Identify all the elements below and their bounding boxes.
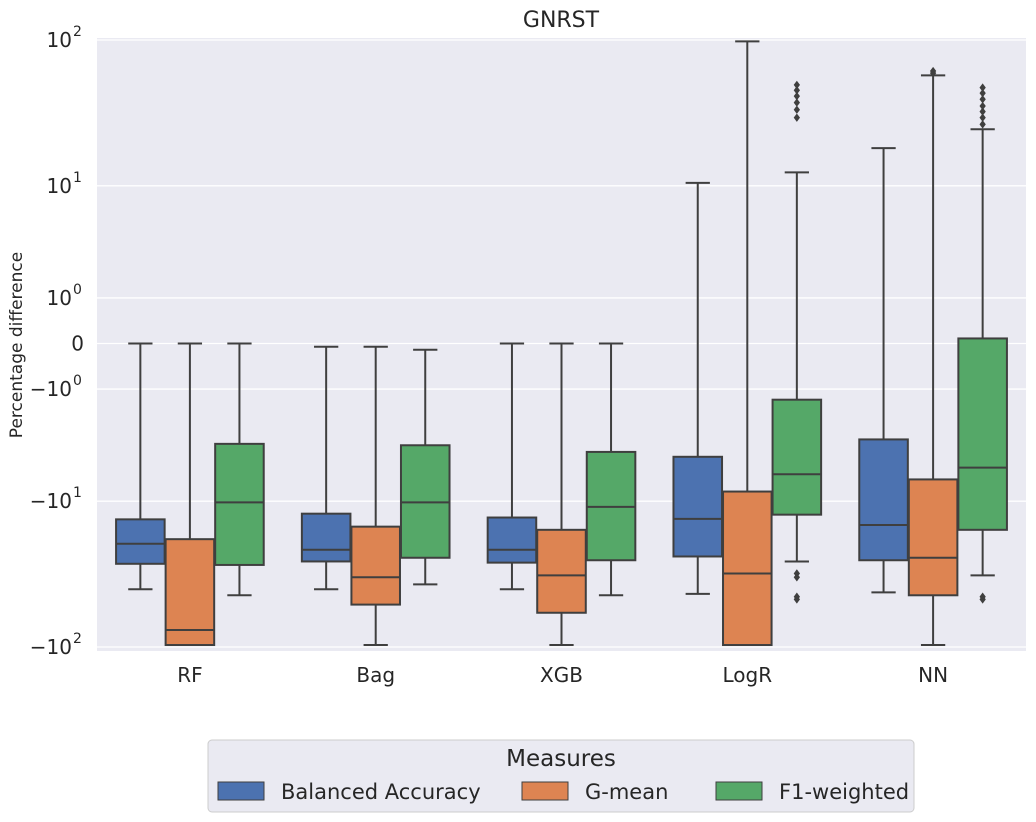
legend-swatch xyxy=(715,781,763,801)
box-NN-f1-weighted xyxy=(957,83,1008,604)
iqr-box xyxy=(771,398,823,516)
box-XGB-g-mean xyxy=(536,342,587,647)
outlier-point xyxy=(793,113,800,122)
legend-label: Balanced Accuracy xyxy=(281,780,481,804)
iqr-box xyxy=(672,455,724,558)
y-axis-label: Percentage difference xyxy=(7,252,27,438)
outlier-point xyxy=(979,120,986,129)
outlier-point xyxy=(793,573,800,582)
box-LogR-g-mean xyxy=(722,40,773,647)
y-tick-exponent: 2 xyxy=(73,24,82,40)
x-axis-ticks: RF Bag XGB LogR NN xyxy=(177,663,948,687)
iqr-box xyxy=(907,478,959,597)
y-tick-label: −10 2 xyxy=(30,631,82,659)
legend-entry: G-mean xyxy=(521,780,668,804)
iqr-box xyxy=(858,438,909,562)
y-tick-base: 10 xyxy=(47,28,72,52)
y-tick-label: 0 xyxy=(71,332,84,356)
x-tick-label: LogR xyxy=(722,663,772,687)
y-tick-exponent: 1 xyxy=(73,485,82,501)
outlier-point xyxy=(793,595,800,604)
y-tick-exponent: 0 xyxy=(73,373,82,389)
y-tick-label: 10 2 xyxy=(47,24,82,52)
box-RF-f1-weighted xyxy=(214,342,265,597)
y-tick-exponent: 1 xyxy=(73,170,82,186)
outlier-point xyxy=(979,595,986,604)
outlier-point xyxy=(793,91,800,101)
legend-label: G-mean xyxy=(585,780,668,804)
legend: Measures Balanced Accuracy G-mean F1-weigh… xyxy=(207,739,915,813)
iqr-box xyxy=(300,512,352,563)
y-tick-base: 10 xyxy=(47,174,72,198)
box-NN-g-mean xyxy=(907,66,959,647)
y-tick-base: −10 xyxy=(30,489,72,513)
legend-entries: Balanced Accuracy G-mean F1-weighted xyxy=(217,780,909,804)
outlier-point xyxy=(979,88,986,98)
y-tick-exponent: 0 xyxy=(73,282,82,298)
x-tick-label: NN xyxy=(918,663,948,687)
iqr-box xyxy=(957,337,1008,531)
box-Bag-f1-weighted xyxy=(399,348,451,586)
box-Bag-balanced-accuracy xyxy=(300,345,352,591)
box-XGB-balanced-accuracy xyxy=(486,342,538,591)
x-tick-label: RF xyxy=(177,663,202,687)
iqr-box xyxy=(486,516,538,564)
box-RF-g-mean xyxy=(164,342,216,647)
y-tick-base: −10 xyxy=(30,635,72,659)
legend-entry: Balanced Accuracy xyxy=(217,780,481,804)
iqr-box xyxy=(722,490,773,647)
iqr-box xyxy=(115,518,166,565)
box-XGB-f1-weighted xyxy=(585,342,637,597)
chart-title: GNRST xyxy=(523,8,600,33)
y-tick-label: 10 1 xyxy=(47,170,82,198)
box-NN-balanced-accuracy xyxy=(858,147,909,594)
outlier-point xyxy=(793,86,800,95)
legend-label: F1-weighted xyxy=(779,780,909,804)
legend-swatch xyxy=(217,781,265,801)
iqr-box xyxy=(536,528,587,614)
y-tick-exponent: 2 xyxy=(73,631,82,647)
x-tick-label: Bag xyxy=(356,663,395,687)
box-LogR-f1-weighted xyxy=(771,80,823,604)
box-LogR-balanced-accuracy xyxy=(672,181,724,595)
outlier-point xyxy=(793,98,800,107)
iqr-box xyxy=(164,538,216,647)
outlier-point xyxy=(979,113,986,122)
legend-entry: F1-weighted xyxy=(715,780,909,804)
y-tick-label: 10 0 xyxy=(47,282,82,310)
outlier-point xyxy=(979,107,986,116)
y-tick-label: −10 1 xyxy=(30,485,82,513)
outlier-point xyxy=(929,68,937,78)
box-Bag-g-mean xyxy=(350,345,401,647)
legend-swatch xyxy=(521,781,569,801)
y-tick-base: 10 xyxy=(47,286,72,310)
legend-title: Measures xyxy=(506,746,616,772)
outlier-point xyxy=(793,105,800,114)
iqr-box xyxy=(214,442,265,566)
y-tick-base: −10 xyxy=(30,377,72,401)
outlier-point xyxy=(979,95,986,104)
outlier-point xyxy=(793,80,800,90)
outlier-point xyxy=(979,101,986,111)
boxes-layer xyxy=(115,40,1008,647)
x-tick-label: XGB xyxy=(540,663,583,687)
iqr-box xyxy=(350,525,401,606)
outlier-point xyxy=(979,83,986,92)
y-tick-label: −10 0 xyxy=(30,373,82,401)
y-tick-base: 0 xyxy=(71,332,84,356)
